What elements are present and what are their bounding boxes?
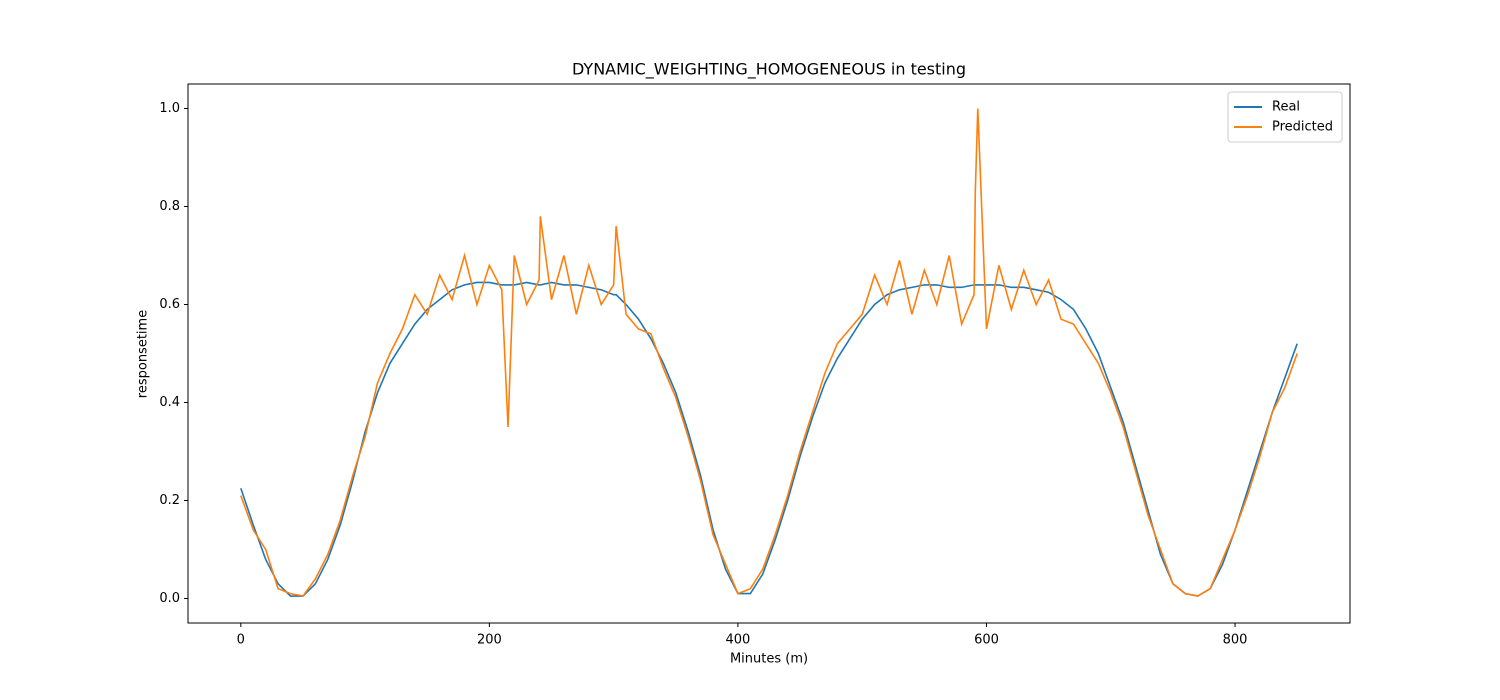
x-tick-label: 0 — [237, 633, 245, 648]
series-line — [240, 108, 1298, 597]
y-tick-label: 0.8 — [159, 199, 180, 214]
y-tick-label: 0.4 — [159, 395, 180, 410]
chart-title: DYNAMIC_WEIGHTING_HOMOGENEOUS in testing — [572, 60, 966, 80]
series-line — [240, 281, 1298, 597]
x-tick-label: 400 — [726, 633, 751, 648]
y-tick-label: 0.6 — [159, 297, 180, 312]
x-tick-label: 200 — [477, 633, 502, 648]
legend-label: Real — [1272, 100, 1300, 115]
legend-label: Predicted — [1272, 120, 1333, 135]
y-tick-label: 1.0 — [159, 101, 180, 116]
y-axis-label: responsetime — [136, 310, 151, 398]
x-tick-label: 800 — [1223, 633, 1248, 648]
legend-box — [1227, 91, 1343, 143]
x-tick-label: 600 — [974, 633, 999, 648]
x-axis-label: Minutes (m) — [730, 652, 808, 667]
plot-frame — [187, 83, 1351, 624]
y-tick-label: 0.2 — [159, 493, 180, 508]
y-tick-label: 0.0 — [159, 591, 180, 606]
